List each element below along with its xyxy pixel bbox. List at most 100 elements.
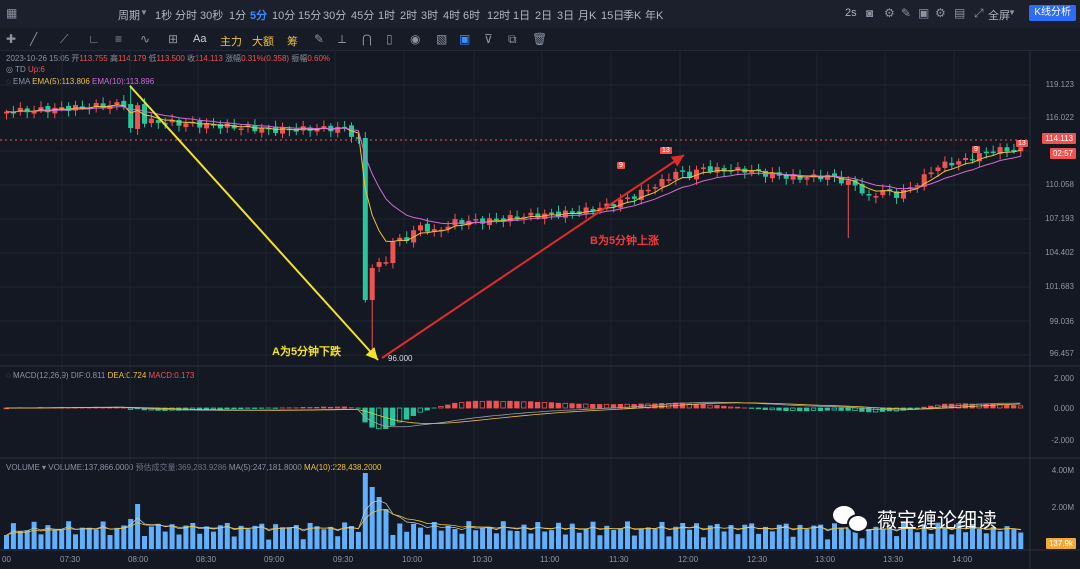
volume-bar — [790, 536, 796, 549]
td-marker: 13 — [1016, 140, 1028, 147]
pencil-icon[interactable]: ✎ — [314, 32, 325, 46]
macd-bar — [369, 407, 375, 428]
timeframe-tab[interactable]: 30秒 — [200, 10, 224, 22]
timeframe-tab[interactable]: 3日 — [557, 10, 575, 22]
volume-bar — [873, 526, 879, 549]
chip-tool[interactable]: 筹 — [287, 36, 298, 48]
candle-body — [556, 211, 561, 217]
volume-bar — [976, 528, 982, 549]
kline-analysis-button[interactable]: K线分析 — [1029, 5, 1076, 21]
fullscreen-icon[interactable]: ⤢ — [974, 6, 984, 20]
candle-body — [790, 174, 796, 180]
macd-bar — [990, 403, 996, 409]
volume-bar — [880, 529, 886, 549]
parallel-tool-icon[interactable]: ≡ — [115, 32, 123, 46]
macd-bar — [700, 404, 706, 409]
eye-icon[interactable]: ◉ — [410, 32, 421, 46]
bell-icon[interactable]: ◌ — [6, 371, 11, 380]
macd-bar — [548, 402, 554, 409]
eye-icon[interactable]: ◎ — [6, 65, 13, 74]
macd-bar — [341, 406, 348, 409]
candle-body — [45, 106, 51, 113]
volume-bar — [280, 527, 285, 549]
layers-icon[interactable]: ▣ — [459, 32, 471, 46]
main-force-tool[interactable]: 主力 — [220, 36, 242, 48]
candle-body — [673, 171, 679, 180]
macd-bar — [707, 404, 713, 409]
hide-icon[interactable]: ▧ — [436, 32, 448, 46]
rect-tool-icon[interactable]: ⊞ — [168, 32, 179, 46]
timeframe-tab[interactable]: 1时 — [378, 10, 396, 22]
timeframe-tab[interactable]: 2日 — [535, 10, 553, 22]
timeframe-tab[interactable]: 5分 — [250, 10, 268, 22]
macd-bar — [410, 407, 417, 416]
volume-ma5: MA(5):247,181.8000 — [228, 463, 302, 472]
filter-icon[interactable]: ⊽ — [484, 32, 493, 46]
fullscreen-label[interactable]: 全屏 — [988, 10, 1010, 22]
timeframe-tab[interactable]: 4时 — [443, 10, 461, 22]
timeframe-tab[interactable]: 3时 — [421, 10, 439, 22]
edit-icon[interactable]: ✎ — [901, 6, 912, 20]
price-axis-label: 99.036 — [1049, 317, 1074, 326]
volume-bar — [652, 528, 658, 549]
timeframe-tab[interactable]: 1日 — [513, 10, 531, 22]
macd-bar — [804, 407, 810, 412]
volume-bar — [231, 536, 237, 549]
text-tool[interactable]: Aa — [193, 33, 207, 45]
timeframe-tab[interactable]: 分时 — [175, 10, 197, 22]
candle-body — [169, 119, 175, 123]
bell-icon[interactable]: ◌ — [6, 77, 11, 86]
candle-body — [528, 212, 534, 216]
camera-icon[interactable]: ◙ — [866, 6, 874, 20]
timeframe-tab[interactable]: 10分 — [272, 10, 296, 22]
volume-bar — [928, 533, 934, 549]
volume-bar — [238, 525, 244, 549]
timeframe-tab[interactable]: 45分 — [351, 10, 375, 22]
timeframe-tab[interactable]: 季K — [623, 10, 642, 22]
large-order-tool[interactable]: 大额 — [252, 36, 274, 48]
line-tool-icon[interactable]: ╱ — [30, 32, 38, 46]
settings-icon[interactable]: ⚙ — [884, 6, 895, 20]
macd-bar — [659, 403, 665, 409]
timeframe-tab[interactable]: 1秒 — [155, 10, 173, 22]
layout-icon[interactable]: ▣ — [918, 6, 930, 20]
refresh-interval[interactable]: 2s — [845, 7, 857, 19]
angle-tool-icon[interactable]: ∟ — [88, 32, 100, 46]
chevron-down-icon[interactable]: ▾ — [42, 463, 47, 472]
ruler-icon[interactable]: ⟂ — [338, 32, 347, 46]
timeframe-tab[interactable]: 15分 — [298, 10, 322, 22]
trash-icon[interactable]: 🗑 — [532, 32, 548, 46]
change-value: 0.31%(0.358) — [241, 54, 290, 63]
volume-bar — [742, 524, 748, 549]
gear-icon[interactable]: ⚙ — [935, 6, 946, 20]
copy-icon[interactable]: ⧉ — [508, 32, 517, 46]
timeframe-tab[interactable]: 年K — [645, 10, 664, 22]
magnet-icon[interactable]: ⋂ — [362, 32, 372, 46]
timeframe-tab[interactable]: 月K — [578, 10, 597, 22]
chart-type-icon[interactable]: ▦ — [6, 6, 18, 20]
timeframe-tab[interactable]: 12时 — [487, 10, 511, 22]
macd-bar — [514, 401, 520, 409]
volume-bar — [997, 531, 1003, 549]
volume-bar — [970, 524, 975, 549]
timeframe-tab[interactable]: 6时 — [463, 10, 481, 22]
time-axis-label: 07:30 — [60, 555, 81, 564]
timeframe-tab[interactable]: 1分 — [229, 10, 247, 22]
timeframe-tab[interactable]: 30分 — [323, 10, 347, 22]
save-icon[interactable]: ▤ — [954, 6, 966, 20]
chevron-down-icon[interactable]: ▼ — [140, 8, 148, 17]
period-dropdown[interactable]: 周期 — [118, 10, 140, 22]
timeframe-tab[interactable]: 15日 — [601, 10, 625, 22]
candle-body — [521, 216, 527, 219]
ray-tool-icon[interactable]: ⟋ — [60, 32, 69, 46]
crosshair-icon[interactable]: ✚ — [6, 32, 17, 46]
lock-icon[interactable]: ▯ — [386, 32, 393, 46]
candle-body — [100, 103, 106, 108]
timeframe-tab[interactable]: 2时 — [400, 10, 418, 22]
chevron-down-icon[interactable]: ▼ — [1008, 8, 1016, 17]
volume-bar — [466, 521, 472, 549]
volume-bar — [335, 536, 341, 549]
macd-bar — [362, 407, 368, 423]
wave-tool-icon[interactable]: ∿ — [140, 32, 151, 46]
